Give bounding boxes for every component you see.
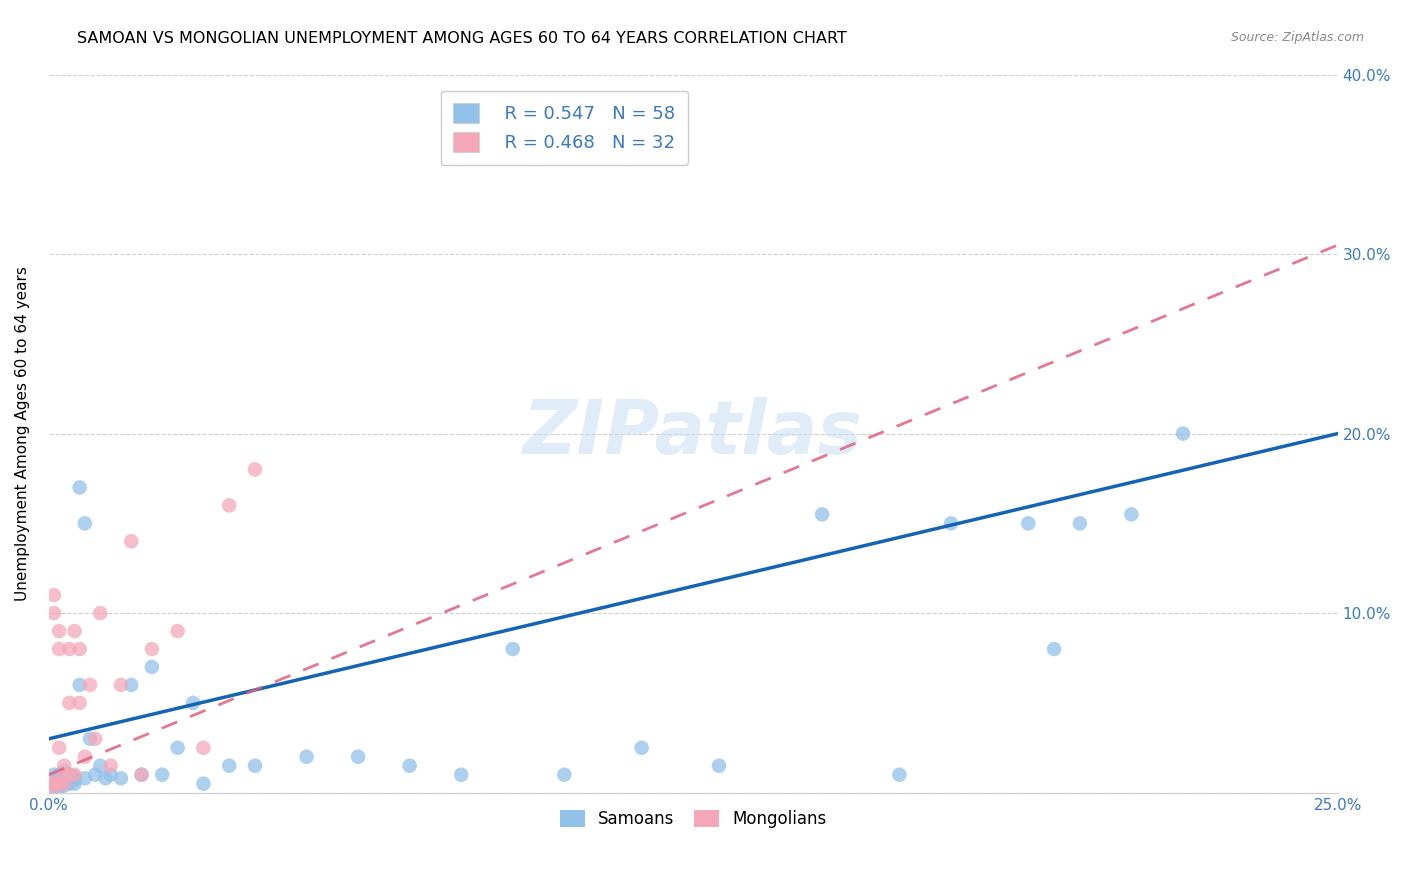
Point xyxy=(120,678,142,692)
Point xyxy=(53,764,76,778)
Point xyxy=(42,780,65,795)
Point xyxy=(48,772,70,786)
Point xyxy=(181,696,204,710)
Point xyxy=(48,780,70,795)
Point xyxy=(73,772,96,786)
Point xyxy=(939,516,962,531)
Point xyxy=(58,772,80,786)
Point xyxy=(63,773,86,788)
Point xyxy=(48,773,70,788)
Point xyxy=(42,775,65,789)
Point xyxy=(73,516,96,531)
Point xyxy=(42,606,65,620)
Point xyxy=(243,462,266,476)
Point xyxy=(48,767,70,781)
Point xyxy=(42,772,65,786)
Point xyxy=(38,777,60,791)
Point xyxy=(42,777,65,791)
Point xyxy=(110,772,132,786)
Point xyxy=(89,606,111,620)
Point xyxy=(89,758,111,772)
Point xyxy=(58,767,80,781)
Point xyxy=(150,767,173,781)
Text: SAMOAN VS MONGOLIAN UNEMPLOYMENT AMONG AGES 60 TO 64 YEARS CORRELATION CHART: SAMOAN VS MONGOLIAN UNEMPLOYMENT AMONG A… xyxy=(77,31,848,46)
Point xyxy=(53,779,76,793)
Point xyxy=(1043,642,1066,657)
Point xyxy=(48,624,70,638)
Point xyxy=(42,588,65,602)
Text: ZIPatlas: ZIPatlas xyxy=(523,397,863,470)
Point xyxy=(48,642,70,657)
Point xyxy=(58,767,80,781)
Point xyxy=(69,678,91,692)
Point xyxy=(502,642,524,657)
Point xyxy=(53,773,76,788)
Point xyxy=(120,534,142,549)
Point xyxy=(1069,516,1091,531)
Point xyxy=(53,777,76,791)
Point xyxy=(73,749,96,764)
Point xyxy=(141,660,163,674)
Point xyxy=(53,775,76,789)
Point xyxy=(193,777,215,791)
Point xyxy=(58,696,80,710)
Point xyxy=(166,740,188,755)
Point xyxy=(243,758,266,772)
Point xyxy=(193,740,215,755)
Point xyxy=(42,775,65,789)
Point xyxy=(131,767,153,781)
Point xyxy=(94,772,117,786)
Point xyxy=(42,780,65,795)
Point xyxy=(347,749,370,764)
Point xyxy=(398,758,420,772)
Point xyxy=(53,770,76,784)
Legend: Samoans, Mongolians: Samoans, Mongolians xyxy=(553,803,834,835)
Point xyxy=(58,775,80,789)
Point xyxy=(1121,508,1143,522)
Point xyxy=(889,767,911,781)
Point xyxy=(48,740,70,755)
Point xyxy=(166,624,188,638)
Point xyxy=(1171,426,1194,441)
Point xyxy=(63,767,86,781)
Point xyxy=(63,624,86,638)
Point xyxy=(79,731,101,746)
Point xyxy=(630,740,652,755)
Point xyxy=(131,767,153,781)
Point xyxy=(450,767,472,781)
Point xyxy=(79,678,101,692)
Point xyxy=(63,770,86,784)
Text: Source: ZipAtlas.com: Source: ZipAtlas.com xyxy=(1230,31,1364,45)
Point xyxy=(707,758,730,772)
Point xyxy=(100,758,122,772)
Point xyxy=(811,508,834,522)
Point xyxy=(100,767,122,781)
Point xyxy=(53,767,76,781)
Point xyxy=(553,767,575,781)
Point xyxy=(53,758,76,772)
Point xyxy=(218,499,240,513)
Point xyxy=(48,777,70,791)
Point xyxy=(1017,516,1039,531)
Y-axis label: Unemployment Among Ages 60 to 64 years: Unemployment Among Ages 60 to 64 years xyxy=(15,266,30,601)
Point xyxy=(42,767,65,781)
Point xyxy=(69,480,91,494)
Point xyxy=(63,777,86,791)
Point xyxy=(48,777,70,791)
Point xyxy=(58,777,80,791)
Point xyxy=(69,696,91,710)
Point xyxy=(110,678,132,692)
Point xyxy=(58,642,80,657)
Point xyxy=(38,777,60,791)
Point xyxy=(295,749,318,764)
Point xyxy=(84,731,107,746)
Point xyxy=(69,642,91,657)
Point xyxy=(84,767,107,781)
Point xyxy=(141,642,163,657)
Point xyxy=(218,758,240,772)
